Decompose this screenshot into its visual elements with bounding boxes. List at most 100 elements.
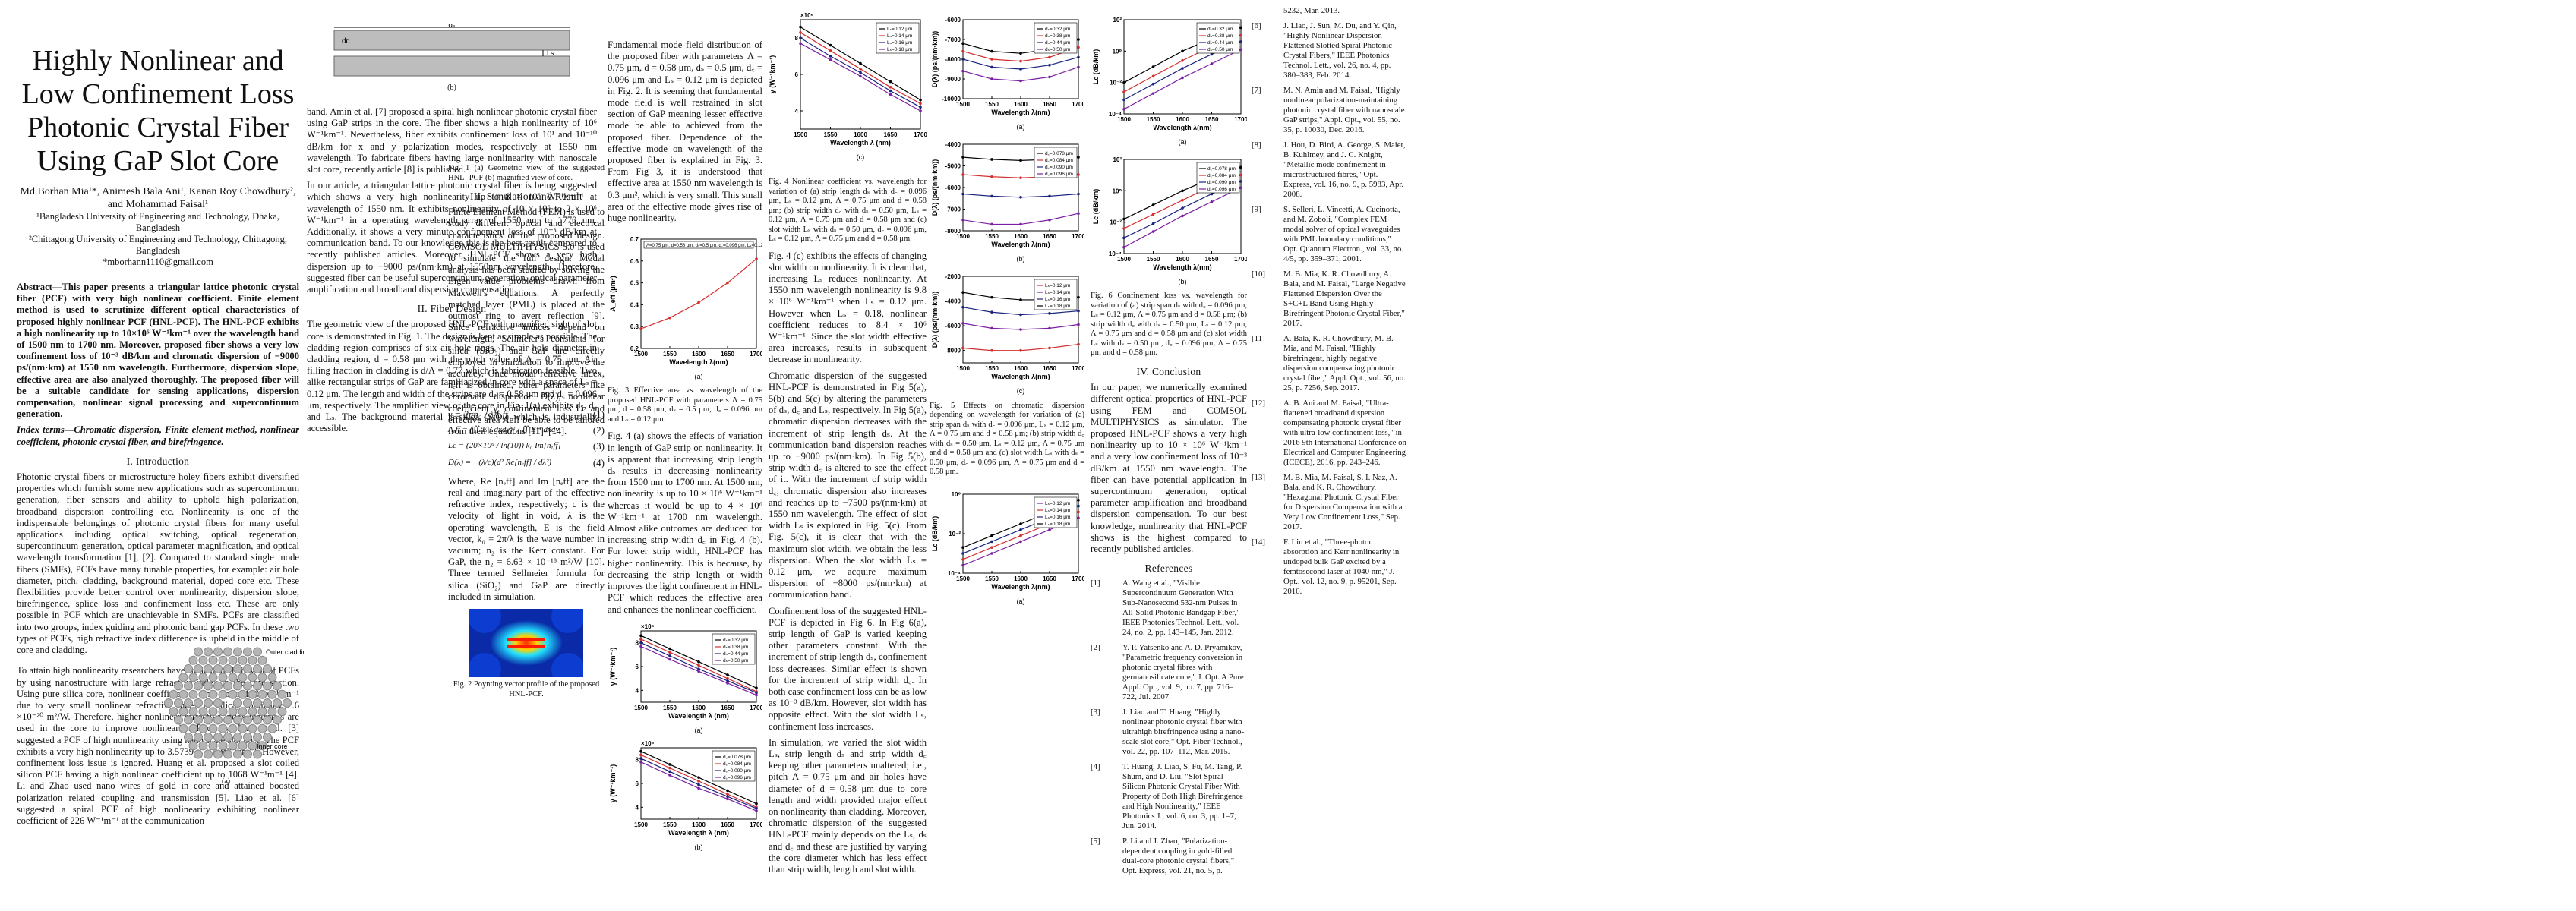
y-axis-label: D(λ) (ps/(nm·km)) bbox=[931, 292, 939, 348]
data-point bbox=[726, 789, 729, 793]
x-tick-label: 1550 bbox=[663, 351, 677, 358]
x-tick-label: 1650 bbox=[1205, 116, 1219, 123]
data-point bbox=[1151, 74, 1155, 78]
x-axis-label: Wavelength λ(nm) bbox=[669, 358, 728, 366]
affiliation-1: ¹Bangladesh University of Engineering an… bbox=[36, 211, 279, 233]
col5-paragraph-2: Chromatic dispersion of the suggested HN… bbox=[769, 370, 927, 601]
air-hole bbox=[267, 673, 277, 682]
data-point bbox=[961, 347, 964, 350]
y-tick-label: 10⁻⁴ bbox=[1109, 111, 1122, 118]
data-point bbox=[1181, 76, 1184, 80]
data-point bbox=[990, 175, 993, 178]
y-axis-label: Lc (dB/km) bbox=[1092, 189, 1100, 225]
data-point bbox=[1239, 174, 1242, 177]
data-point bbox=[799, 31, 802, 34]
x-tick-label: 1500 bbox=[956, 233, 970, 240]
air-hole bbox=[228, 655, 238, 665]
x-tick-label: 1600 bbox=[854, 131, 867, 138]
data-point bbox=[990, 65, 993, 69]
air-hole bbox=[238, 741, 248, 751]
air-hole bbox=[233, 698, 242, 708]
air-hole bbox=[204, 749, 213, 759]
air-hole bbox=[169, 689, 178, 699]
column-5: Fig. 4 Nonlinear coefficient vs. wavelen… bbox=[769, 175, 927, 880]
air-hole bbox=[218, 707, 228, 717]
data-point bbox=[639, 757, 642, 760]
data-point bbox=[1181, 189, 1184, 193]
x-tick-label: 1500 bbox=[634, 705, 648, 711]
reference-item: [14] F. Liu et al., "Three-photon absorpt… bbox=[1252, 537, 1400, 596]
air-hole bbox=[188, 689, 198, 699]
y-axis-label: γ (W⁻¹km⁻¹) bbox=[609, 764, 617, 803]
data-point bbox=[668, 317, 671, 320]
section-heading-introduction: I. Introduction bbox=[126, 455, 190, 467]
data-point bbox=[1210, 62, 1214, 65]
y-tick-label: 10² bbox=[1113, 17, 1122, 24]
y-exponent: ×10⁶ bbox=[800, 12, 814, 19]
legend-entry: Lₛ=0.16 μm bbox=[887, 40, 912, 46]
chart-effective-area: 1500 1550 1600 1650 1700 0.2 0.3 0.4 0.5 0.6 0.7 Wa… bbox=[609, 236, 771, 380]
data-point bbox=[639, 634, 642, 637]
air-hole bbox=[248, 689, 257, 699]
data-point bbox=[639, 760, 642, 764]
y-tick-label: 10⁰ bbox=[952, 491, 961, 498]
air-hole bbox=[208, 707, 218, 717]
x-tick-label: 1700 bbox=[750, 705, 762, 711]
y-tick-label: 10⁻⁴ bbox=[948, 570, 961, 577]
air-hole bbox=[218, 689, 228, 699]
data-point bbox=[1019, 349, 1022, 352]
panel-label: (b) bbox=[1017, 255, 1025, 263]
air-hole bbox=[174, 698, 183, 708]
x-tick-label: 1650 bbox=[1043, 575, 1056, 582]
reference-item: [4] T. Huang, J. Liao, S. Fu, M. Tang, P.… bbox=[1091, 762, 1243, 831]
air-hole bbox=[198, 723, 208, 733]
data-point bbox=[1151, 222, 1155, 225]
x-tick-label: 1600 bbox=[692, 705, 706, 711]
data-point bbox=[859, 74, 862, 78]
figure-1b-label: (b) bbox=[447, 84, 456, 93]
y-tick-label: -4000 bbox=[945, 141, 961, 148]
reference-item: [3] J. Liao and T. Huang, "Highly nonline… bbox=[1091, 708, 1245, 757]
data-point bbox=[726, 795, 729, 798]
air-hole bbox=[174, 715, 183, 725]
col4-paragraph-1: Fundamental mode field distribution of t… bbox=[608, 39, 762, 224]
reference-item: [11] A. Bala, K. R. Chowdhury, M. B. Mia,… bbox=[1252, 334, 1406, 392]
data-point bbox=[1181, 214, 1184, 218]
data-point bbox=[990, 546, 993, 549]
air-hole bbox=[248, 655, 257, 665]
x-tick-label: 1650 bbox=[721, 705, 734, 711]
air-hole bbox=[213, 715, 223, 725]
data-point bbox=[1077, 212, 1080, 216]
data-point bbox=[1210, 200, 1214, 203]
core-magnified-diagram: dₛ dc Ls bbox=[333, 21, 570, 77]
col5-paragraph-4: In simulation, we varied the slot width … bbox=[769, 736, 927, 875]
air-hole bbox=[233, 681, 242, 691]
data-point bbox=[1151, 82, 1155, 86]
air-hole bbox=[204, 681, 213, 691]
x-tick-label: 1700 bbox=[914, 131, 927, 138]
data-point bbox=[697, 301, 700, 304]
air-hole bbox=[233, 647, 242, 657]
air-hole bbox=[178, 723, 188, 733]
data-point bbox=[1122, 246, 1125, 249]
reference-item: [2] Y. P. Yatsenko and A. D. Pryamikov, "… bbox=[1091, 643, 1244, 702]
data-point bbox=[961, 322, 964, 326]
chart-confinement-loss-b: 1500 1550 1600 1650 1700 10⁻⁴ 10⁻² 10⁰ 10² Wavele… bbox=[1092, 156, 1248, 285]
legend-entry: dₛ=0.32 μm bbox=[1045, 27, 1070, 32]
air-hole bbox=[223, 749, 232, 759]
y-tick-label: 8 bbox=[795, 35, 799, 42]
references-list-left: [1] A. Wang et al., "Visible Supercontinu… bbox=[1091, 578, 1247, 876]
air-hole bbox=[188, 741, 198, 751]
data-point bbox=[1151, 92, 1155, 95]
panel-label: (b) bbox=[695, 843, 703, 851]
legend-entry: Lₛ=0.16 μm bbox=[1045, 515, 1070, 520]
data-point bbox=[1077, 296, 1080, 299]
legend-box bbox=[1034, 22, 1078, 54]
legend-entry: d꜀=0.096 μm bbox=[723, 775, 751, 780]
air-hole bbox=[243, 715, 252, 725]
legend-entry: dₛ=0.50 μm bbox=[723, 658, 748, 664]
data-point bbox=[755, 802, 758, 805]
air-hole bbox=[283, 698, 292, 708]
data-point bbox=[1077, 343, 1080, 346]
y-tick-label: -10000 bbox=[942, 96, 961, 102]
